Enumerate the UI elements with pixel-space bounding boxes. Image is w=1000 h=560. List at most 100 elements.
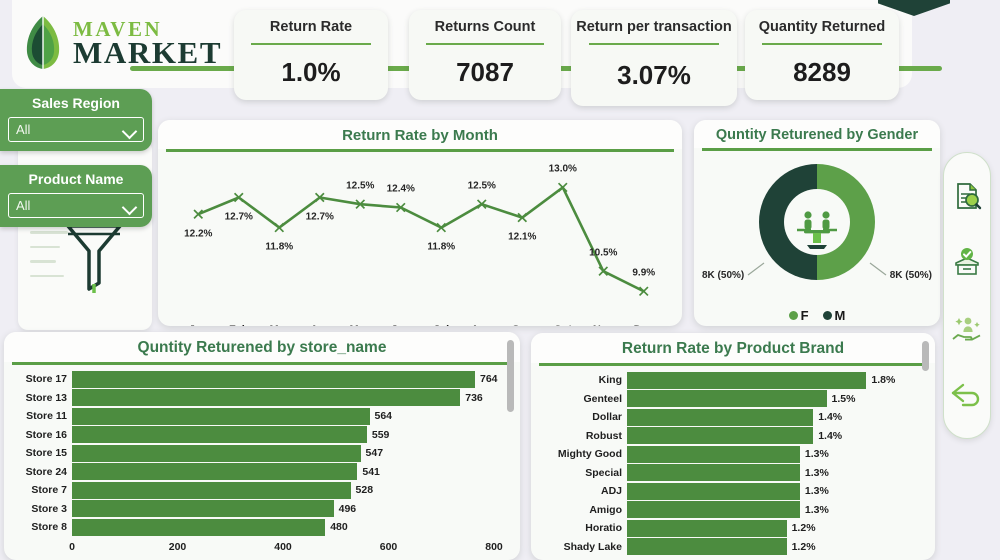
- bar-track: 1.3%: [627, 482, 893, 500]
- bar-x-tick: 800: [485, 540, 503, 553]
- legend-item-f[interactable]: F: [788, 307, 809, 323]
- bar-row[interactable]: Store 17 764: [10, 370, 498, 388]
- bar-row[interactable]: Genteel 1.5%: [537, 390, 893, 407]
- kpi-value: 1.0%: [281, 57, 341, 88]
- bar-category-label: Store 3: [31, 502, 67, 515]
- bar-value-label: 528: [355, 484, 374, 496]
- back-navigation-button[interactable]: [948, 375, 986, 415]
- brand-bars-container: King 1.8% Genteel 1.5% Dollar 1.4% Robust 1.4% M…: [531, 366, 935, 555]
- filter-label: Sales Region: [32, 95, 120, 111]
- legend-label-m: M: [834, 307, 846, 323]
- bar-row[interactable]: Store 15 547: [10, 444, 494, 462]
- navigation-rail: [943, 152, 991, 439]
- legend-label-f: F: [800, 307, 809, 323]
- kpi-card-return-per-transaction[interactable]: Return per transaction 3.07%: [571, 10, 737, 106]
- chart-title-divider: [12, 362, 512, 365]
- store-chart-scrollbar[interactable]: [507, 340, 514, 412]
- bar-row[interactable]: Dollar 1.4%: [537, 408, 893, 426]
- bar-row[interactable]: Mighty Good 1.3%: [537, 445, 893, 463]
- bar-category-label: Store 17: [25, 373, 67, 385]
- bar-category-label: Amigo: [589, 503, 622, 516]
- bar-row[interactable]: Shady Lake 1.2%: [537, 538, 893, 555]
- kpi-divider: [761, 42, 883, 46]
- bar-category-label: Dollar: [592, 411, 622, 423]
- store-bars-container: Store 17 764 Store 13 736 Store 11 564 Store 1…: [4, 365, 520, 555]
- kpi-card-quantity-returned[interactable]: Quantity Returned 8289: [745, 10, 899, 100]
- bar-row[interactable]: Store 7 528: [10, 481, 494, 499]
- bar-category-label: Store 13: [25, 391, 67, 404]
- sales-region-select[interactable]: All: [8, 117, 144, 142]
- chevron-down-icon[interactable]: [123, 126, 136, 134]
- people-balance-icon: [797, 210, 837, 249]
- legend-item-m[interactable]: M: [822, 307, 846, 323]
- filter-product-name[interactable]: Product Name All: [0, 165, 152, 227]
- kpi-divider: [250, 42, 372, 46]
- kpi-divider: [425, 42, 545, 46]
- kpi-value: 8289: [793, 57, 851, 88]
- bar-row[interactable]: ADJ 1.3%: [537, 482, 893, 500]
- bar-row[interactable]: Store 8 480: [10, 518, 494, 536]
- kpi-value: 3.07%: [617, 60, 691, 91]
- bar-track: 1.3%: [627, 464, 893, 481]
- leaf-icon: [26, 16, 60, 69]
- kpi-value: 7087: [456, 57, 514, 88]
- chart-title-divider: [539, 363, 927, 366]
- bar-row[interactable]: Store 11 564: [10, 407, 494, 425]
- bar-fill: [627, 519, 787, 537]
- bar-fill: [72, 426, 367, 443]
- customer-care-icon: [952, 317, 981, 341]
- bar-value-label: 1.5%: [831, 392, 856, 405]
- bar-category-label: Genteel: [583, 392, 622, 405]
- sales-region-value: All: [16, 122, 31, 137]
- customers-view-button[interactable]: [948, 309, 986, 349]
- bar-fill: [72, 444, 361, 462]
- line-x-tick: Apr: [310, 324, 329, 327]
- bar-track: 480: [72, 518, 494, 536]
- bar-value-label: 1.2%: [791, 522, 816, 534]
- bar-track: 1.4%: [627, 408, 893, 426]
- bar-track: 1.5%: [627, 390, 893, 407]
- line-x-tick: Dec: [634, 324, 654, 327]
- bar-row[interactable]: Special 1.3%: [537, 464, 893, 481]
- bar-category-label: Horatio: [585, 522, 622, 534]
- chart-title: Quntity Returened by Gender: [694, 120, 940, 148]
- bar-value-label: 764: [480, 373, 498, 385]
- bar-value-label: 1.3%: [804, 485, 829, 497]
- bar-row[interactable]: Store 24 541: [10, 463, 494, 480]
- bar-fill: [72, 407, 370, 425]
- line-x-tick: Sep: [512, 324, 532, 327]
- bar-fill: [72, 500, 334, 517]
- bar-row[interactable]: Horatio 1.2%: [537, 519, 893, 537]
- kpi-title: Return per transaction: [576, 19, 732, 35]
- products-view-button[interactable]: [948, 242, 986, 282]
- line-series: [193, 182, 649, 296]
- bar-value-label: 564: [374, 410, 393, 422]
- product-name-select[interactable]: All: [8, 193, 144, 218]
- filter-sales-region[interactable]: Sales Region All: [0, 89, 152, 151]
- chevron-down-icon[interactable]: [123, 202, 136, 210]
- bar-row[interactable]: Store 13 736: [10, 389, 494, 406]
- bar-value-label: 1.4%: [818, 429, 843, 442]
- kpi-card-returns-count[interactable]: Returns Count 7087: [409, 10, 561, 100]
- bar-row[interactable]: Store 3 496: [10, 500, 494, 517]
- bar-row[interactable]: Store 16 559: [10, 426, 494, 443]
- bar-row[interactable]: King 1.8%: [537, 371, 895, 389]
- chart-title: Return Rate by Product Brand: [531, 333, 935, 363]
- brand-chart-scrollbar[interactable]: [922, 341, 929, 371]
- brand-logo: MAVEN MARKET: [22, 14, 222, 70]
- line-x-tick: Aug: [471, 324, 492, 327]
- bar-row[interactable]: Amigo 1.3%: [537, 501, 893, 518]
- kpi-title: Return Rate: [269, 19, 353, 35]
- line-x-tick: May: [350, 324, 371, 327]
- kpi-card-return-rate[interactable]: Return Rate 1.0%: [234, 10, 388, 100]
- bar-track: 1.8%: [627, 371, 895, 389]
- bar-value-label: 1.4%: [818, 411, 843, 423]
- bar-x-tick: 200: [168, 540, 187, 553]
- report-view-button[interactable]: [948, 176, 986, 216]
- bar-row[interactable]: Robust 1.4%: [537, 427, 893, 444]
- bar-category-label: Store 16: [25, 428, 67, 441]
- chart-title: Return Rate by Month: [158, 120, 682, 149]
- bar-track: 1.2%: [627, 538, 893, 555]
- bar-fill: [72, 463, 358, 480]
- line-x-tick: Jul: [433, 324, 449, 327]
